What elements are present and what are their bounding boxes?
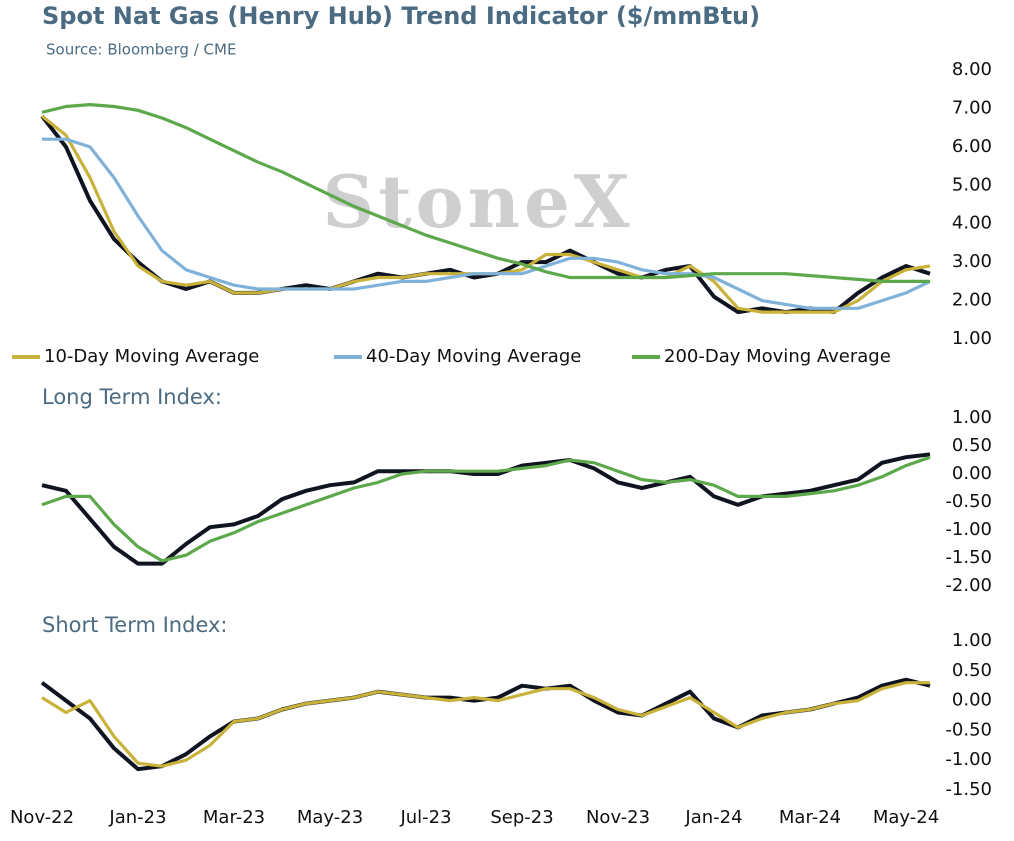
legend-label: 200-Day Moving Average	[664, 346, 891, 367]
x-tick-label: May-23	[297, 807, 363, 828]
series-line	[41, 452, 931, 566]
chart-title: Spot Nat Gas (Henry Hub) Trend Indicator…	[42, 2, 760, 30]
y-tick-label: -0.50	[945, 719, 992, 740]
y-tick-label: -1.50	[945, 779, 992, 800]
x-tick-label: Mar-24	[779, 807, 841, 828]
x-tick-label: Nov-23	[586, 807, 650, 828]
series-line	[41, 103, 930, 283]
y-tick-label: -1.00	[945, 519, 992, 540]
y-tick-label: 3.00	[952, 251, 992, 272]
chart-subtitle: Source: Bloomberg / CME	[46, 41, 236, 59]
y-tick-label: 0.50	[952, 660, 992, 681]
y-tick-label: -2.00	[945, 575, 992, 596]
series-line	[42, 137, 931, 310]
y-tick-label: 7.00	[952, 97, 992, 118]
y-tick-label: 2.00	[952, 290, 992, 311]
series-line	[40, 677, 931, 772]
y-tick-label: -1.00	[945, 749, 992, 770]
y-tick-label: 0.00	[952, 463, 992, 484]
y-tick-label: 1.00	[952, 328, 992, 349]
series-line	[41, 681, 930, 768]
series-line	[41, 455, 931, 563]
y-tick-label: -0.50	[945, 491, 992, 512]
x-tick-label: Mar-23	[203, 807, 265, 828]
legend-label: 40-Day Moving Average	[366, 346, 581, 367]
y-tick-label: 1.00	[952, 407, 992, 428]
y-tick-label: 1.00	[952, 630, 992, 651]
y-tick-label: -1.50	[945, 547, 992, 568]
y-tick-label: 8.00	[952, 59, 992, 80]
y-tick-label: 0.00	[952, 690, 992, 711]
y-tick-label: 4.00	[952, 213, 992, 234]
x-tick-label: May-24	[873, 807, 939, 828]
y-tick-label: 6.00	[952, 136, 992, 157]
panel-title: Short Term Index:	[42, 613, 228, 637]
legend-label: 10-Day Moving Average	[44, 346, 259, 367]
x-tick-label: Sep-23	[490, 807, 553, 828]
x-tick-label: Nov-22	[10, 807, 74, 828]
y-tick-label: 5.00	[952, 174, 992, 195]
x-tick-label: Jan-24	[684, 807, 742, 828]
panel-title: Long Term Index:	[42, 385, 222, 409]
x-tick-label: Jan-23	[108, 807, 166, 828]
y-tick-label: 0.50	[952, 435, 992, 456]
x-tick-label: Jul-23	[399, 807, 451, 828]
watermark: StoneX	[322, 159, 633, 244]
